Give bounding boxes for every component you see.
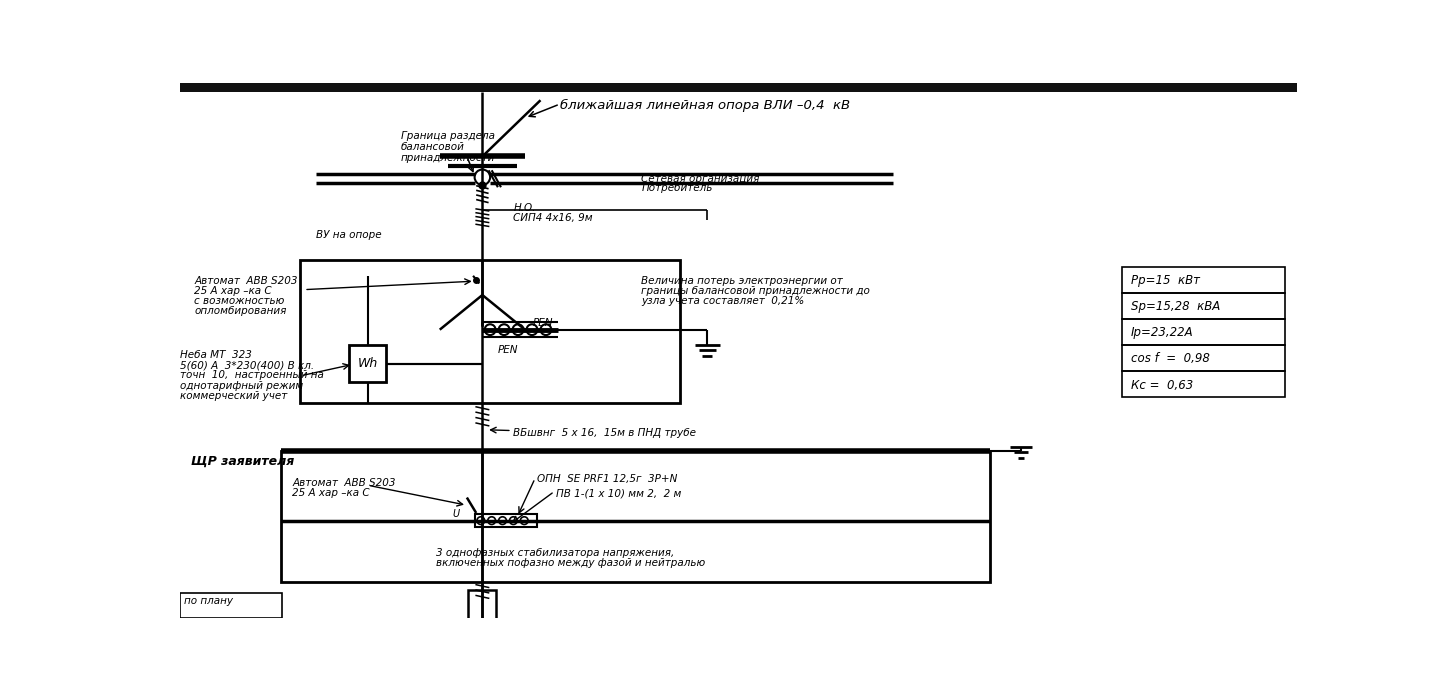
Text: 25 А хар –ка С: 25 А хар –ка С [195, 286, 272, 296]
Text: принадлежности: принадлежности [401, 153, 496, 162]
Text: включенных пофазно между фазой и нейтралью: включенных пофазно между фазой и нейтрал… [435, 557, 705, 568]
Text: Величина потерь электроэнергии от: Величина потерь электроэнергии от [641, 276, 843, 286]
Text: Iр=23,22А: Iр=23,22А [1131, 326, 1193, 339]
Text: ВБшвнг  5 х 16,  15м в ПНД трубе: ВБшвнг 5 х 16, 15м в ПНД трубе [513, 428, 696, 439]
Text: Автомат  АВВ S203: Автомат АВВ S203 [293, 478, 396, 489]
Bar [349, 345, 386, 382]
Bar [281, 451, 990, 582]
Text: коммерческий учет: коммерческий учет [180, 391, 287, 400]
Text: границы балансовой принадлежности до: границы балансовой принадлежности до [641, 286, 870, 296]
Text: Н.О.: Н.О. [513, 203, 536, 212]
Bar [1121, 319, 1284, 345]
Text: ПВ 1-(1 х 10) мм 2,  2 м: ПВ 1-(1 х 10) мм 2, 2 м [556, 489, 682, 498]
Text: Потребитель: Потребитель [641, 183, 713, 194]
Text: 3 однофазных стабилизатора напряжения,: 3 однофазных стабилизатора напряжения, [435, 548, 674, 557]
Bar [1121, 293, 1284, 319]
Text: опломбирования: опломбирования [195, 306, 287, 316]
Text: Граница раздела: Граница раздела [401, 131, 496, 141]
Text: Автомат  АВВ S203: Автомат АВВ S203 [195, 276, 298, 286]
Text: Wh: Wh [357, 357, 378, 370]
Text: Кс =  0,63: Кс = 0,63 [1131, 379, 1193, 391]
Text: 5(60) А  3*230(400) В кл.: 5(60) А 3*230(400) В кл. [180, 360, 314, 371]
Text: однотарифный режим: однотарифный режим [180, 380, 304, 391]
Bar [300, 260, 680, 403]
Text: точн  10,  настроенный на: точн 10, настроенный на [180, 371, 324, 380]
Bar [1121, 371, 1284, 398]
Text: Рр=15  кВт: Рр=15 кВт [1131, 274, 1200, 287]
Bar [1121, 266, 1284, 293]
Text: ЩР заявителя: ЩР заявителя [192, 455, 294, 468]
Text: по плану: по плану [184, 596, 233, 606]
Text: PEN: PEN [533, 318, 553, 328]
Text: U: U [452, 509, 460, 519]
Text: ОПН  SE PRF1 12,5г  3P+N: ОПН SE PRF1 12,5г 3P+N [536, 475, 677, 484]
Text: ВУ на опоре: ВУ на опоре [316, 230, 382, 239]
Text: ближайшая линейная опора ВЛИ –0,4  кВ: ближайшая линейная опора ВЛИ –0,4 кВ [561, 99, 850, 112]
Text: Sр=15,28  кВА: Sр=15,28 кВА [1131, 300, 1221, 313]
Bar [468, 590, 496, 623]
Text: Неба МТ  323: Неба МТ 323 [180, 350, 252, 360]
Text: СИП4 4х16, 9м: СИП4 4х16, 9м [513, 212, 594, 223]
Text: узла учета составляет  0,21%: узла учета составляет 0,21% [641, 296, 804, 306]
Text: с возможностью: с возможностью [195, 296, 284, 306]
Text: 25 А хар –ка С: 25 А хар –ка С [293, 489, 370, 498]
Bar [180, 593, 282, 618]
Text: cos f  =  0,98: cos f = 0,98 [1131, 353, 1210, 366]
Bar [1121, 345, 1284, 371]
Bar [474, 514, 536, 527]
Text: PEN: PEN [499, 345, 519, 355]
Text: Сетевая организация: Сетевая организация [641, 174, 759, 184]
Bar [180, 83, 1297, 92]
Text: балансовой: балансовой [401, 142, 465, 152]
